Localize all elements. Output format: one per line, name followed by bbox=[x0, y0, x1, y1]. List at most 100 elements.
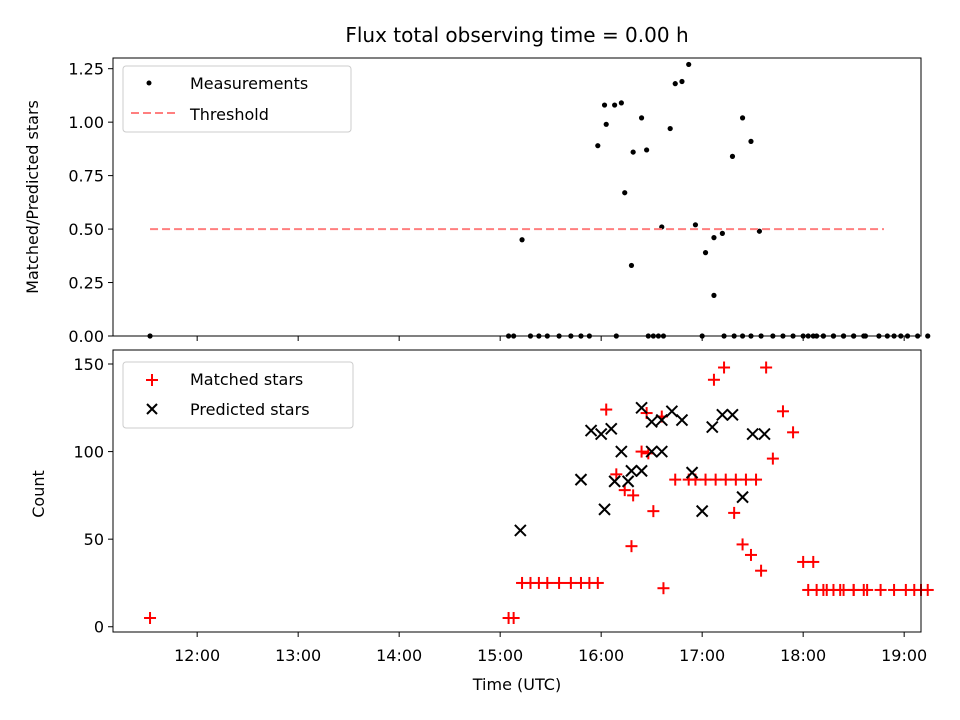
top-yticks: 0.00 0.25 0.50 0.75 1.00 1.25 bbox=[68, 60, 113, 346]
y-tick-label: 100 bbox=[73, 443, 104, 462]
predicted-star-point bbox=[695, 504, 709, 518]
matched-star-point bbox=[719, 473, 732, 486]
legend-matched-label: Matched stars bbox=[190, 370, 303, 389]
matched-star-point bbox=[729, 473, 742, 486]
matched-star-point bbox=[861, 583, 874, 596]
y-tick-label: 1.00 bbox=[68, 113, 104, 132]
matched-star-point bbox=[553, 576, 566, 589]
matched-star-point bbox=[755, 564, 768, 577]
matched-star-point bbox=[564, 576, 577, 589]
predicted-star-point bbox=[726, 408, 739, 422]
matched-star-point bbox=[739, 473, 752, 486]
matched-star-point bbox=[625, 540, 638, 553]
top-axes-frame bbox=[112, 57, 922, 337]
matched-star-point bbox=[760, 361, 773, 374]
bottom-panel: 0 50 100 150 12:00 13:00 14:00 15:00 16:00 17:00… bbox=[29, 349, 934, 694]
measurement-point bbox=[702, 250, 709, 256]
x-tick-label: 19:00 bbox=[881, 646, 927, 665]
predicted-star-point bbox=[621, 475, 635, 488]
x-tick-label: 16:00 bbox=[578, 646, 624, 665]
y-tick-label: 0.75 bbox=[68, 167, 104, 186]
measurement-point bbox=[644, 147, 650, 153]
predicted-star-point bbox=[594, 427, 608, 441]
x-tick-label: 13:00 bbox=[275, 646, 321, 665]
predicted-star-point bbox=[675, 413, 689, 427]
bottom-legend-box bbox=[122, 361, 354, 429]
measurement-point bbox=[739, 115, 746, 121]
predicted-star-point bbox=[645, 445, 658, 458]
legend-threshold-label: Threshold bbox=[189, 105, 269, 124]
matched-star-point bbox=[709, 473, 722, 486]
matched-star-point bbox=[541, 576, 554, 589]
matched-star-point bbox=[669, 473, 682, 486]
matched-star-point bbox=[797, 555, 810, 568]
predicted-star-point bbox=[514, 524, 527, 537]
matched-star-point bbox=[810, 583, 823, 596]
matched-star-point bbox=[766, 452, 779, 465]
matched-star-point bbox=[807, 555, 820, 568]
matched-star-point bbox=[736, 538, 749, 551]
matched-star-point bbox=[507, 611, 520, 624]
legend-measurements-label: Measurements bbox=[190, 74, 308, 93]
predicted-star-point bbox=[635, 401, 648, 415]
predicted-star-point bbox=[685, 466, 699, 479]
legend-predicted-label: Predicted stars bbox=[190, 400, 310, 419]
bottom-yticks: 0 50 100 150 bbox=[73, 355, 113, 637]
measurement-point bbox=[630, 149, 636, 155]
predicted-star-point bbox=[746, 427, 759, 441]
top-panel: 0.00 0.25 0.50 0.75 1.00 1.25 Matched/Predict… bbox=[23, 57, 931, 346]
y-tick-label: 0.50 bbox=[68, 220, 104, 239]
matched-star-point bbox=[744, 548, 757, 561]
y-tick-label: 0.25 bbox=[68, 274, 104, 293]
y-tick-label: 50 bbox=[84, 530, 104, 549]
measurement-point bbox=[925, 333, 931, 339]
y-tick-label: 1.25 bbox=[68, 60, 104, 79]
bottom-axes-frame bbox=[112, 349, 922, 633]
measurement-point bbox=[638, 115, 645, 121]
x-tick-label: 14:00 bbox=[376, 646, 422, 665]
x-tick-label: 18:00 bbox=[780, 646, 826, 665]
matched-star-point bbox=[718, 361, 731, 374]
matched-star-point bbox=[647, 505, 660, 518]
legend-predicted-marker bbox=[146, 403, 158, 415]
predicted-star-point bbox=[615, 445, 628, 458]
measurement-point bbox=[622, 190, 628, 196]
measurement-point bbox=[672, 81, 678, 87]
measurement-point bbox=[628, 262, 635, 269]
top-xticks bbox=[196, 336, 905, 341]
top-y-axis-label: Matched/Predicted stars bbox=[23, 100, 42, 294]
predicted-star-point bbox=[608, 475, 621, 488]
bottom-marks bbox=[144, 361, 934, 624]
matched-star-point bbox=[750, 473, 763, 486]
matched-star-point bbox=[921, 583, 934, 596]
matched-star-point bbox=[847, 583, 860, 596]
measurement-point bbox=[618, 100, 624, 106]
x-axis-label: Time (UTC) bbox=[472, 675, 561, 694]
matched-star-point bbox=[888, 583, 901, 596]
matched-star-point bbox=[657, 582, 670, 595]
measurement-point bbox=[679, 78, 685, 85]
x-tick-label: 12:00 bbox=[174, 646, 220, 665]
measurement-point bbox=[686, 61, 692, 68]
legend-measurements-marker bbox=[146, 80, 152, 86]
top-legend: Measurements Threshold bbox=[122, 65, 352, 133]
predicted-star-point bbox=[758, 427, 771, 441]
matched-star-point bbox=[820, 583, 833, 596]
matched-star-point bbox=[776, 405, 789, 418]
measurement-point bbox=[719, 230, 725, 236]
x-tick-label: 17:00 bbox=[679, 646, 725, 665]
predicted-star-point bbox=[706, 420, 719, 434]
matched-star-point bbox=[699, 473, 712, 486]
matched-star-point bbox=[144, 611, 157, 624]
y-tick-label: 0.00 bbox=[68, 327, 104, 346]
predicted-star-point bbox=[665, 405, 679, 418]
predicted-star-point bbox=[655, 413, 668, 427]
predicted-star-point bbox=[645, 415, 658, 429]
predicted-star-point bbox=[625, 464, 638, 478]
bottom-y-axis-label: Count bbox=[29, 470, 48, 518]
matched-star-point bbox=[635, 445, 648, 458]
matched-star-point bbox=[627, 489, 640, 502]
measurement-point bbox=[519, 237, 525, 243]
y-tick-label: 0 bbox=[94, 618, 104, 637]
y-tick-label: 150 bbox=[73, 355, 104, 374]
